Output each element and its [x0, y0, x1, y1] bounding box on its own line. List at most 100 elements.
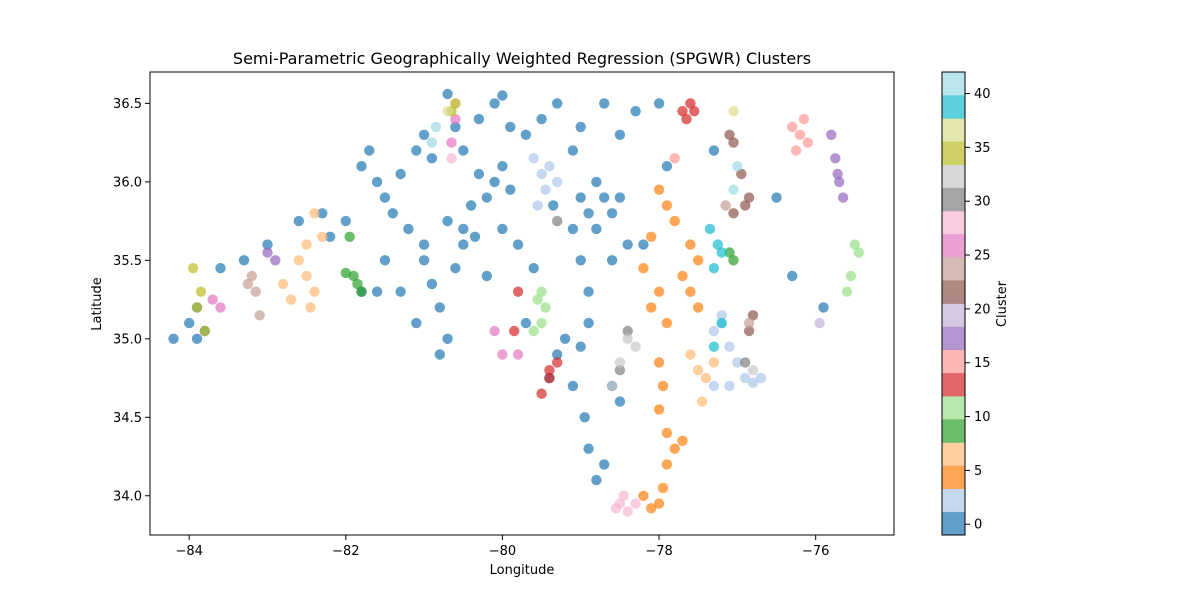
colorbar-segment: [942, 187, 965, 212]
scatter-point-cluster-22: [720, 200, 731, 211]
scatter-point-cluster-2: [708, 380, 720, 392]
scatter-point-cluster-0: [465, 200, 477, 211]
scatter-point-cluster-0: [552, 349, 563, 360]
colorbar-segment: [942, 465, 965, 489]
scatter-point-cluster-12: [532, 294, 543, 305]
scatter-point-cluster-11: [724, 247, 735, 258]
scatter-point-cluster-0: [458, 145, 469, 156]
scatter-point-cluster-20: [743, 192, 755, 203]
scatter-point-cluster-17: [826, 129, 837, 140]
scatter-point-cluster-40: [704, 223, 716, 235]
y-tick-label: 34.0: [113, 489, 142, 504]
scatter-point-cluster-0: [771, 192, 782, 203]
scatter-point-cluster-12: [536, 317, 547, 329]
scatter-point-cluster-25: [215, 302, 226, 313]
scatter-point-cluster-0: [536, 113, 547, 125]
scatter-point-cluster-0: [591, 223, 602, 235]
scatter-point-cluster-5: [653, 286, 665, 297]
scatter-point-cluster-12: [853, 247, 864, 258]
scatter-point-cluster-5: [638, 263, 649, 274]
scatter-point-cluster-5: [657, 482, 669, 494]
scatter-point-cluster-18: [814, 317, 825, 329]
scatter-point-cluster-2: [536, 168, 547, 180]
scatter-point-cluster-20: [728, 208, 739, 219]
scatter-point-cluster-13: [512, 286, 524, 297]
colorbar-tick-label: 35: [974, 141, 991, 156]
scatter-point-cluster-0: [395, 168, 406, 180]
scatter-point-cluster-25: [446, 137, 457, 148]
scatter-point-cluster-22: [246, 270, 257, 282]
scatter-point-cluster-0: [599, 459, 610, 470]
colorbar-tick-label: 40: [974, 87, 991, 102]
scatter-point-cluster-17: [834, 176, 845, 188]
scatter-point-cluster-11: [352, 278, 363, 290]
scatter-point-cluster-0: [434, 349, 445, 360]
scatter-point-cluster-2: [708, 325, 720, 337]
scatter-point-cluster-0: [505, 121, 516, 133]
colorbar-segment: [942, 95, 965, 119]
scatter-point-cluster-25: [450, 113, 461, 125]
scatter-point-cluster-20: [740, 200, 751, 211]
colorbar-segment: [942, 280, 965, 304]
colorbar-segment: [942, 372, 965, 397]
scatter-point-cluster-0: [395, 286, 406, 297]
scatter-point-cluster-0: [599, 192, 610, 203]
colorbar-segment: [942, 164, 965, 189]
scatter-point-cluster-0: [614, 396, 626, 407]
colorbar-frame: [941, 71, 966, 536]
scatter-point-cluster-0: [497, 223, 508, 235]
scatter-point-cluster-0: [442, 88, 453, 100]
scatter-point-cluster-0: [450, 263, 461, 274]
scatter-point-cluster-29: [740, 357, 751, 368]
scatter-point-cluster-5: [646, 231, 657, 242]
scatter-point-cluster-15: [794, 129, 806, 140]
scatter-point-cluster-0: [450, 121, 461, 133]
scatter-point-cluster-0: [614, 192, 626, 203]
scatter-point-cluster-37: [728, 106, 739, 117]
scatter-point-cluster-0: [497, 90, 508, 101]
scatter-point-cluster-13: [509, 325, 520, 337]
y-tick-label: 35.0: [113, 332, 142, 347]
x-tick-label: −78: [645, 544, 672, 559]
scatter-point-cluster-0: [583, 443, 594, 454]
colorbar-segment: [942, 349, 965, 374]
scatter-point-cluster-0: [606, 255, 618, 266]
scatter-point-cluster-6: [317, 231, 328, 242]
scatter-point-cluster-0: [638, 239, 649, 250]
x-axis: −84 −82 −80 −78 −76: [175, 535, 829, 559]
scatter-point-cluster-0: [191, 333, 203, 344]
scatter-point-cluster-0: [481, 192, 492, 203]
points-layer: [168, 88, 864, 517]
scatter-point-cluster-31: [747, 365, 759, 376]
scatter-point-cluster-0: [317, 208, 328, 219]
scatter-point-cluster-29: [614, 365, 626, 376]
scatter-point-cluster-0: [340, 215, 351, 227]
colorbar-segment: [942, 419, 965, 443]
scatter-point-cluster-0: [473, 113, 485, 125]
scatter-point-cluster-2: [732, 357, 743, 368]
colorbar-tick-label: 5: [974, 464, 982, 479]
scatter-point-cluster-0: [583, 208, 594, 219]
scatter-point-cluster-40: [716, 317, 727, 329]
scatter-point-cluster-12: [845, 270, 857, 282]
scatter-point-cluster-35: [191, 302, 203, 313]
scatter-point-cluster-6: [685, 349, 696, 360]
scatter-point-cluster-13: [552, 357, 563, 368]
colorbar-segment: [942, 234, 965, 258]
scatter-point-cluster-6: [700, 372, 712, 384]
scatter-point-cluster-40: [708, 263, 720, 274]
colorbar-tick-label: 25: [974, 249, 991, 264]
colorbar-segment: [942, 210, 965, 235]
scatter-point-cluster-40: [708, 341, 720, 352]
y-axis: 34.0 34.5 35.0 35.5 36.0 36.5: [113, 97, 150, 504]
scatter-point-cluster-40: [712, 239, 723, 250]
y-tick-label: 35.5: [113, 254, 142, 269]
scatter-point-cluster-0: [505, 184, 516, 195]
scatter-point-cluster-2: [724, 380, 735, 392]
scatter-point-cluster-5: [653, 498, 665, 509]
scatter-point-cluster-25: [512, 349, 524, 360]
scatter-point-cluster-0: [387, 208, 398, 219]
scatter-point-cluster-35: [450, 98, 461, 109]
scatter-point-cluster-37: [442, 106, 453, 117]
scatter-point-cluster-0: [489, 176, 500, 188]
